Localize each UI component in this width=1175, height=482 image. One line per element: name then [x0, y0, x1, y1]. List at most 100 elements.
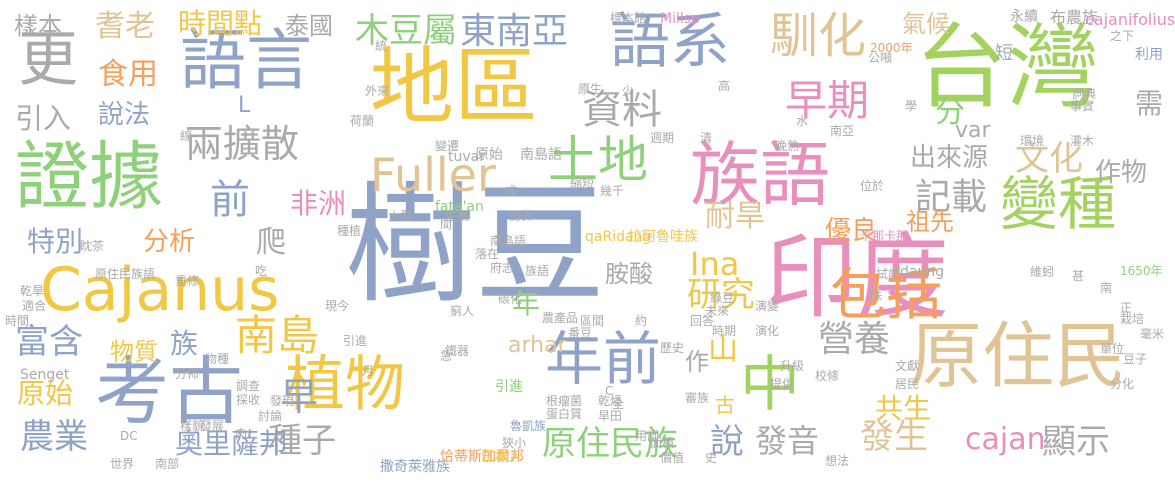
cloud-word: 非洲	[290, 187, 347, 220]
cloud-word: 土地	[548, 131, 648, 189]
cloud-word: 中	[740, 350, 800, 420]
cloud-word: 縮短	[570, 176, 595, 190]
cloud-word: 府志	[490, 261, 515, 275]
cloud-word: 用詞	[635, 429, 660, 443]
cloud-word: 木豆屬	[355, 11, 457, 51]
cloud-word: 物質	[110, 338, 158, 366]
cloud-word: 標本館	[610, 11, 647, 25]
cloud-word: 栽培	[1120, 312, 1145, 326]
cloud-word: 馴化	[770, 8, 867, 64]
cloud-word: 奧里薩邦	[175, 427, 288, 460]
cloud-word: 週期	[650, 131, 675, 145]
cloud-word: 全	[612, 397, 625, 411]
cloud-word: Senget	[20, 367, 70, 383]
cloud-word: 蛋白質	[546, 407, 583, 421]
cloud-word: 試試	[876, 267, 901, 281]
cloud-word: 族語	[690, 134, 830, 216]
cloud-word: DC	[120, 429, 138, 443]
cloud-word: 肉	[235, 427, 248, 441]
cloud-word: 眈茶	[80, 239, 105, 253]
cloud-word: C	[605, 384, 614, 398]
cloud-word: Ina	[690, 245, 740, 283]
cloud-word: 農產品	[542, 311, 579, 325]
cloud-word: 探收	[236, 393, 261, 407]
cloud-word: 重修	[175, 274, 200, 288]
cloud-word: 物種	[205, 352, 230, 366]
cloud-word: 番豆	[568, 326, 593, 340]
cloud-word: 氣候	[902, 10, 950, 38]
cloud-word: 魯凱族	[510, 419, 547, 433]
cloud-word: 鐵器	[445, 344, 470, 358]
cloud-word: 時期	[712, 324, 737, 338]
cloud-word: 研究	[687, 275, 755, 315]
cloud-word: 2000年	[870, 41, 913, 55]
cloud-word: 南亞	[830, 124, 855, 138]
cloud-word: 引進	[343, 334, 368, 348]
cloud-word: 狹小	[502, 436, 527, 450]
cloud-word: 前	[210, 177, 250, 223]
cloud-word: 綠豆	[710, 291, 735, 305]
cloud-word: Fuller	[370, 148, 496, 202]
cloud-word: 樣本	[14, 12, 62, 40]
cloud-word: 作物	[1095, 158, 1148, 188]
cloud-word: 維蚓	[1030, 265, 1055, 279]
cloud-word: 毫米	[1140, 327, 1165, 341]
cloud-word: 詞典	[1072, 87, 1097, 101]
cloud-word: 營養	[818, 319, 891, 360]
cloud-word: 南	[1100, 281, 1113, 295]
cloud-word: 更	[18, 25, 78, 95]
cloud-word: 南部	[155, 457, 180, 471]
cloud-word: 需	[1135, 87, 1164, 120]
cloud-word: 記載	[915, 177, 988, 218]
cloud-word: 證據	[15, 134, 163, 220]
cloud-word: 價值	[660, 451, 685, 465]
cloud-word: tuvar	[448, 149, 485, 165]
cloud-word: 年	[512, 287, 541, 320]
cloud-word: 布農族	[1050, 8, 1099, 27]
cloud-word: fata'an	[435, 199, 484, 215]
cloud-word: 變遷	[435, 139, 460, 153]
cloud-word: daung	[900, 264, 945, 280]
cloud-word: 1650年	[1120, 264, 1163, 278]
cloud-word: 族	[170, 327, 199, 360]
cloud-word: 台灣	[915, 14, 1100, 121]
cloud-word: 荷蘭	[350, 114, 375, 128]
cloud-word: 乾旱	[20, 284, 45, 298]
cloud-word: 野外	[510, 209, 535, 223]
cloud-word: 原始	[17, 377, 74, 410]
cloud-word: Cajanus	[40, 255, 280, 325]
cloud-word: 發展	[200, 419, 225, 433]
cloud-word: 乾燥	[598, 394, 623, 408]
cloud-word: 卡那卡那	[860, 229, 909, 243]
cloud-word: 爬	[256, 225, 286, 260]
cloud-word: 想法	[825, 454, 850, 468]
cloud-word: 學	[905, 99, 918, 113]
cloud-word: 泰國	[285, 12, 333, 40]
cloud-word: 旱田	[598, 409, 623, 423]
cloud-word: 世界	[110, 457, 135, 471]
cloud-word: 年前	[545, 325, 662, 393]
cloud-word: qaRidang	[585, 229, 652, 245]
cloud-word: 清	[700, 131, 713, 145]
cloud-word: 未來	[705, 304, 730, 318]
cloud-word: 之下	[1110, 29, 1135, 43]
cloud-word: 根瘤菌	[546, 394, 583, 408]
cloud-word: Millsp	[660, 11, 700, 27]
cloud-word: 優良	[825, 216, 878, 246]
cloud-word: 演化	[755, 324, 780, 338]
cloud-word: 發生	[860, 417, 928, 457]
cloud-word: 南島語	[490, 234, 527, 248]
cloud-word: 間	[440, 217, 453, 231]
cloud-word: 變種	[1000, 170, 1117, 238]
cloud-word: 正	[1120, 301, 1133, 315]
cloud-word: 古	[715, 393, 735, 417]
cloud-word: 耆老	[95, 9, 155, 44]
cloud-word: 分化	[1110, 377, 1135, 391]
cloud-word: 環境	[1020, 134, 1045, 148]
cloud-word: 早	[280, 375, 319, 419]
cloud-word: 作	[685, 348, 709, 376]
cloud-word: 成	[505, 184, 518, 198]
cloud-word: 位於	[860, 179, 885, 193]
cloud-word: 胺酸	[605, 260, 653, 288]
